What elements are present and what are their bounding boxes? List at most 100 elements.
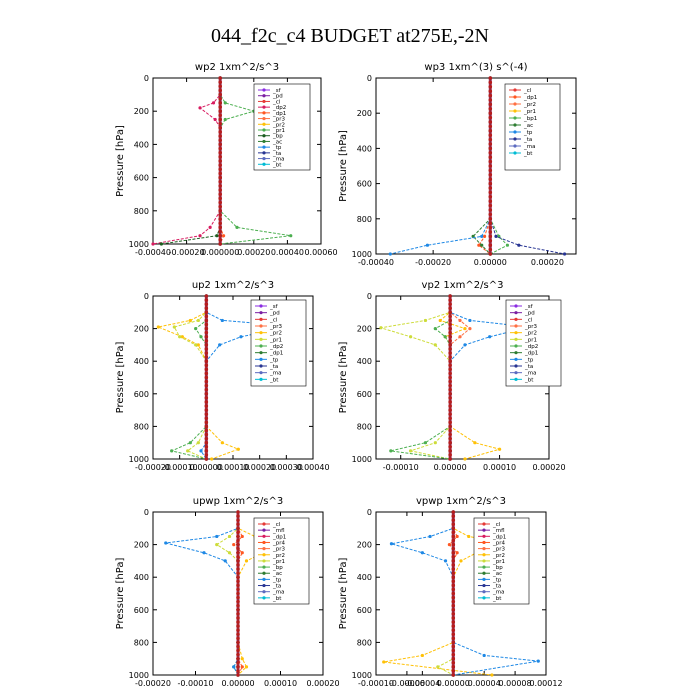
zero-profile-marker [451, 620, 456, 624]
zero-profile-marker [204, 387, 209, 392]
x-tick-label: 0.00000 [434, 463, 467, 472]
legend-label: _cl [524, 317, 533, 323]
zero-profile-marker [218, 76, 222, 80]
legend-label: _bt [272, 596, 282, 602]
x-tick-label: 0.00010 [264, 679, 297, 688]
zero-profile-marker [218, 238, 222, 242]
legend-label: _tp [492, 577, 502, 583]
zero-profile-marker [204, 326, 209, 331]
zero-profile-marker [204, 294, 209, 298]
x-tick-label: 0.000000 [201, 248, 239, 257]
legend-label: _cl [269, 317, 278, 323]
series-point_tp [468, 318, 472, 323]
zero-profile-marker [448, 306, 452, 311]
series-line_pr1 [380, 296, 451, 460]
zero-profile-marker [451, 555, 456, 559]
legend-label: _pd [269, 311, 280, 317]
x-tick-label: 0.00020 [306, 679, 339, 688]
series-point_pr3 [468, 327, 472, 331]
series-point_ac [480, 243, 484, 247]
series-point_tp [443, 559, 448, 563]
zero-profile-marker [218, 84, 222, 89]
legend-marker [482, 534, 486, 538]
legend-label: _ma [269, 371, 281, 377]
legend-marker [259, 377, 263, 381]
series-point_tp [482, 653, 486, 658]
series-point_pr4 [447, 543, 452, 547]
legend-label: _bp [492, 565, 503, 571]
zero-profile-marker [448, 322, 452, 327]
series-point_dp2 [199, 335, 203, 339]
zero-profile-marker [451, 644, 456, 649]
x-tick-label: 0.00020 [243, 463, 276, 472]
series-point_tp [218, 343, 222, 347]
y-tick-label: 1000 [352, 455, 372, 464]
series-point_dp2 [194, 327, 198, 331]
series-point_tp [425, 243, 430, 247]
series-point_tp [223, 559, 227, 563]
legend-label: _dp1 [272, 111, 286, 117]
series-point_pr2 [463, 327, 467, 331]
legend-marker [513, 130, 517, 134]
legend-marker [514, 364, 518, 368]
legend-marker [514, 344, 518, 348]
chart-panel-3: up2 1xm^2/s^3 Pressure [hPa] 0 200 400 600 800… [115, 280, 330, 472]
zero-profile-marker [488, 107, 493, 111]
series-point_pr2 [438, 318, 442, 323]
zero-profile-marker [448, 424, 452, 429]
legend-marker [262, 162, 266, 166]
legend-label: _pr1 [492, 559, 505, 565]
zero-profile-marker [218, 155, 222, 159]
legend-marker [513, 95, 517, 99]
zero-profile-marker [236, 660, 240, 665]
zero-profile-marker [488, 225, 493, 230]
series-point_pr2 [156, 325, 160, 329]
zero-profile-marker [451, 669, 456, 673]
zero-profile-marker [236, 640, 240, 645]
zero-profile-marker [236, 583, 240, 588]
y-tick-label: 600 [134, 174, 149, 183]
zero-profile-marker [451, 583, 456, 588]
legend-label: _mfl [492, 528, 505, 534]
y-tick-label: 1000 [129, 671, 149, 680]
zero-profile-marker [236, 571, 240, 575]
legend-marker [482, 522, 486, 526]
zero-profile-marker [488, 230, 493, 234]
zero-profile-marker [488, 89, 493, 93]
legend-label: _pd [272, 94, 283, 100]
legend: _sf_pd_cl_dp2_dp1_pr3_pr2_pr1_bp_ac_tp_t… [253, 83, 311, 171]
legend-label: _pr3 [524, 324, 538, 330]
zero-profile-marker [448, 432, 452, 437]
legend-marker [513, 123, 517, 127]
series-point_pr1 [215, 543, 219, 547]
zero-profile-marker [488, 164, 493, 168]
zero-profile-marker [451, 538, 456, 543]
legend-label: _bt [523, 151, 533, 157]
zero-profile-marker [236, 669, 240, 673]
zero-profile-marker [448, 351, 452, 355]
legend-marker [259, 304, 263, 308]
y-axis-label: Pressure [hPa] [338, 130, 349, 202]
legend-marker [514, 377, 518, 381]
zero-profile-marker [448, 383, 452, 388]
legend-marker [262, 116, 266, 121]
legend-label: _pr2 [272, 553, 285, 559]
zero-profile-marker [448, 359, 452, 364]
legend-label: _tp [272, 577, 282, 583]
y-tick-label: 0 [367, 508, 372, 517]
zero-profile-marker [488, 155, 493, 159]
panel-title: wp3 1xm^(3) s^(-4) [424, 62, 527, 73]
zero-profile-marker [218, 109, 222, 113]
zero-profile-marker [236, 632, 240, 637]
zero-profile-marker [451, 628, 456, 632]
zero-profile-marker [448, 314, 452, 319]
legend-marker [259, 351, 263, 355]
x-tick-label: 0.00004 [468, 679, 501, 688]
legend-label: _sf [272, 88, 282, 94]
y-tick-label: 200 [134, 325, 149, 334]
series-point_pr3 [458, 335, 462, 339]
legend-label: _dp1 [524, 351, 538, 357]
legend-label: _ma [524, 371, 536, 377]
